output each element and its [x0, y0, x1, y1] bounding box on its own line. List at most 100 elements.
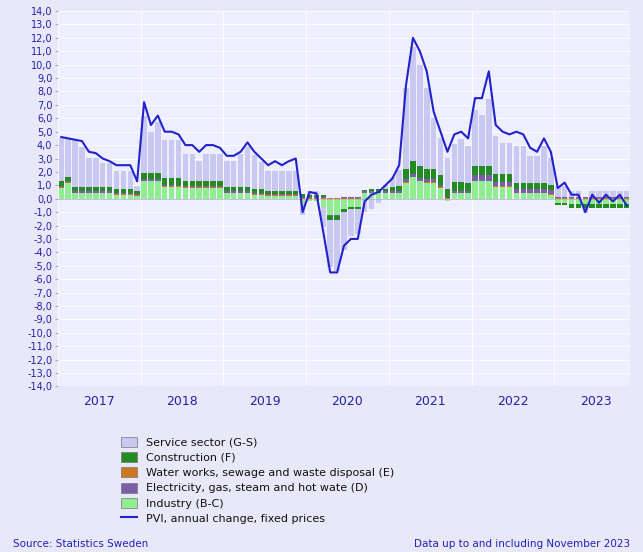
Bar	[369, 192, 374, 193]
Bar	[100, 187, 105, 192]
Bar	[424, 88, 430, 168]
Bar	[148, 181, 154, 199]
Bar	[575, 204, 581, 208]
Bar	[203, 154, 209, 181]
Bar	[66, 183, 71, 199]
Bar	[93, 192, 98, 193]
Bar	[575, 192, 581, 197]
Bar	[79, 192, 85, 193]
Bar	[224, 161, 230, 187]
Bar	[451, 182, 457, 192]
Bar	[390, 193, 395, 199]
Bar	[197, 161, 202, 181]
Bar	[86, 193, 92, 199]
Bar	[321, 197, 326, 198]
Bar	[107, 187, 113, 192]
Bar	[396, 170, 402, 186]
Bar	[575, 198, 581, 199]
Bar	[341, 209, 347, 212]
Bar	[383, 192, 388, 193]
Bar	[451, 192, 457, 193]
Bar	[107, 192, 113, 193]
Bar	[210, 186, 216, 187]
Bar	[121, 193, 126, 194]
Bar	[507, 182, 512, 186]
Bar	[493, 187, 498, 199]
Bar	[307, 199, 312, 201]
Bar	[217, 188, 222, 199]
Bar	[183, 181, 188, 186]
Bar	[438, 184, 443, 187]
Bar	[162, 184, 167, 186]
Bar	[479, 176, 485, 181]
Bar	[534, 193, 540, 199]
Bar	[245, 192, 250, 193]
Bar	[521, 193, 526, 199]
Bar	[562, 203, 567, 205]
Bar	[569, 199, 574, 204]
Bar	[224, 192, 230, 193]
Bar	[376, 192, 381, 193]
Bar	[569, 204, 574, 208]
Bar	[293, 192, 298, 194]
Bar	[210, 187, 216, 188]
Bar	[341, 199, 347, 209]
Bar	[190, 186, 195, 187]
Bar	[327, 198, 333, 199]
Bar	[327, 220, 333, 267]
Bar	[403, 88, 409, 168]
Bar	[127, 194, 133, 195]
Bar	[327, 199, 333, 215]
Bar	[479, 166, 485, 176]
Bar	[100, 192, 105, 193]
Bar	[603, 204, 609, 208]
Bar	[507, 187, 512, 199]
Bar	[321, 198, 326, 199]
Bar	[86, 187, 92, 192]
Bar	[59, 187, 64, 188]
Bar	[169, 140, 174, 178]
Bar	[341, 212, 347, 250]
Bar	[279, 192, 285, 194]
Bar	[334, 220, 340, 271]
Bar	[390, 177, 395, 187]
Bar	[410, 46, 416, 161]
Bar	[307, 197, 312, 198]
Bar	[79, 193, 85, 199]
Bar	[169, 184, 174, 186]
Bar	[100, 193, 105, 199]
Bar	[521, 189, 526, 193]
Bar	[438, 137, 443, 176]
Bar	[127, 193, 133, 194]
Bar	[321, 207, 326, 227]
Bar	[534, 157, 540, 183]
Bar	[362, 190, 367, 192]
Bar	[555, 198, 561, 199]
Bar	[527, 189, 533, 193]
Bar	[410, 177, 416, 199]
Bar	[376, 199, 381, 203]
Bar	[417, 178, 422, 181]
Bar	[59, 137, 64, 181]
Bar	[472, 166, 478, 176]
Bar	[369, 199, 374, 209]
Bar	[548, 195, 554, 199]
Bar	[114, 195, 119, 199]
Bar	[376, 189, 381, 192]
Bar	[348, 199, 354, 207]
Bar	[307, 198, 312, 199]
Bar	[300, 199, 305, 204]
Bar	[583, 198, 588, 199]
Bar	[610, 199, 615, 204]
Bar	[521, 183, 526, 189]
Bar	[59, 188, 64, 199]
Bar	[258, 194, 264, 195]
Bar	[210, 181, 216, 186]
Bar	[500, 182, 505, 186]
Bar	[217, 187, 222, 188]
Bar	[527, 157, 533, 183]
Bar	[541, 183, 547, 189]
Bar	[500, 187, 505, 199]
Bar	[521, 146, 526, 183]
Bar	[169, 186, 174, 187]
